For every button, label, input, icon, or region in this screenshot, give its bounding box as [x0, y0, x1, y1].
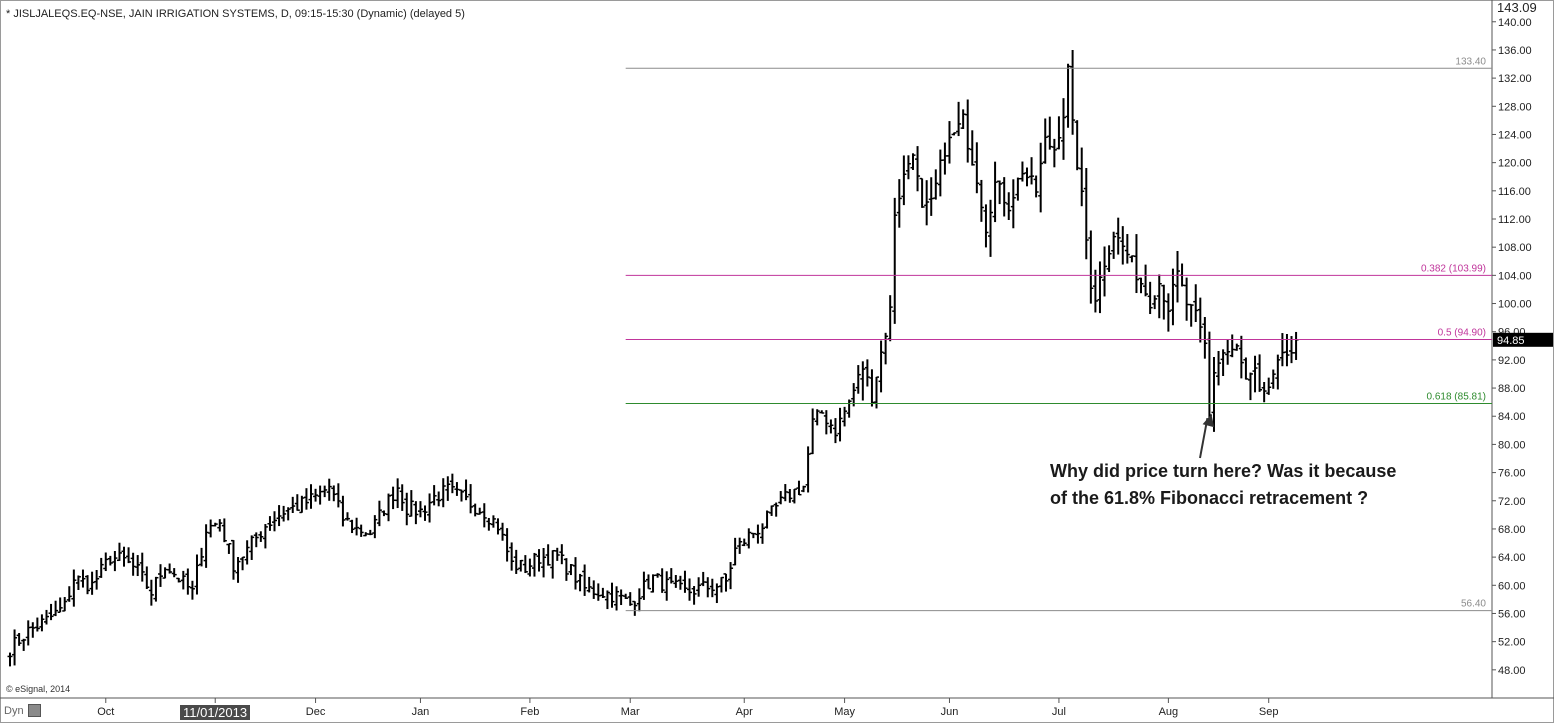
y-tick-label: 48.00 [1498, 665, 1526, 677]
annotation-text: Why did price turn here? Was it because … [1050, 461, 1397, 508]
fib-level-label: 133.40 [1455, 56, 1486, 67]
last-price-label: 94.85 [1497, 335, 1525, 347]
x-tick-label: Apr [736, 706, 753, 718]
y-tick-label: 72.00 [1498, 496, 1526, 508]
last-price-box [1493, 332, 1553, 347]
y-tick-label: 116.00 [1498, 186, 1531, 198]
x-tick-label: Aug [1159, 706, 1179, 718]
y-tick-label: 136.00 [1498, 45, 1532, 57]
fib-level-label: 56.40 [1461, 599, 1486, 610]
dyn-label[interactable]: Dyn [4, 705, 24, 717]
y-top-label: 143.09 [1497, 0, 1537, 15]
y-tick-label: 124.00 [1498, 129, 1532, 141]
cursor-date-box: 11/01/2013 [180, 705, 251, 720]
y-tick-label: 76.00 [1498, 468, 1526, 480]
y-tick-label: 112.00 [1498, 214, 1531, 226]
y-tick-label: 52.00 [1498, 637, 1526, 649]
y-tick-label: 56.00 [1498, 608, 1526, 620]
y-tick-label: 84.00 [1498, 411, 1526, 423]
chart-header: * JISLJALEQS.EQ-NSE, JAIN IRRIGATION SYS… [6, 8, 465, 20]
y-tick-label: 104.00 [1498, 270, 1532, 282]
x-tick-label: Sep [1259, 706, 1279, 718]
y-tick-label: 128.00 [1498, 101, 1532, 113]
y-tick-label: 120.00 [1498, 158, 1532, 170]
fib-level-label: 0.618 (85.81) [1427, 391, 1487, 402]
y-tick-label: 100.00 [1498, 299, 1532, 311]
x-tick-label: Oct [97, 706, 114, 718]
y-tick-label: 92.00 [1498, 355, 1526, 367]
lock-icon[interactable] [28, 704, 41, 717]
x-tick-label: Feb [520, 706, 539, 718]
x-tick-label: Jan [412, 706, 430, 718]
fib-level-label: 0.5 (94.90) [1438, 327, 1486, 338]
x-tick-label: Mar [621, 706, 640, 718]
fib-level-label: 0.382 (103.99) [1421, 263, 1486, 274]
x-tick-label: Jun [941, 706, 959, 718]
y-tick-label: 88.00 [1498, 383, 1526, 395]
x-tick-label: Dec [306, 706, 326, 718]
annotation-arrow-head [1202, 414, 1215, 428]
esignal-credit: © eSignal, 2014 [6, 684, 71, 694]
y-tick-label: 64.00 [1498, 552, 1526, 564]
y-tick-label: 132.00 [1498, 73, 1532, 85]
y-tick-label: 68.00 [1498, 524, 1526, 536]
y-tick-label: 140.00 [1498, 17, 1532, 29]
y-tick-label: 108.00 [1498, 242, 1532, 254]
y-tick-label: 60.00 [1498, 580, 1526, 592]
x-tick-label: Jul [1052, 706, 1066, 718]
y-tick-label: 80.00 [1498, 439, 1526, 451]
x-tick-label: May [834, 706, 855, 718]
